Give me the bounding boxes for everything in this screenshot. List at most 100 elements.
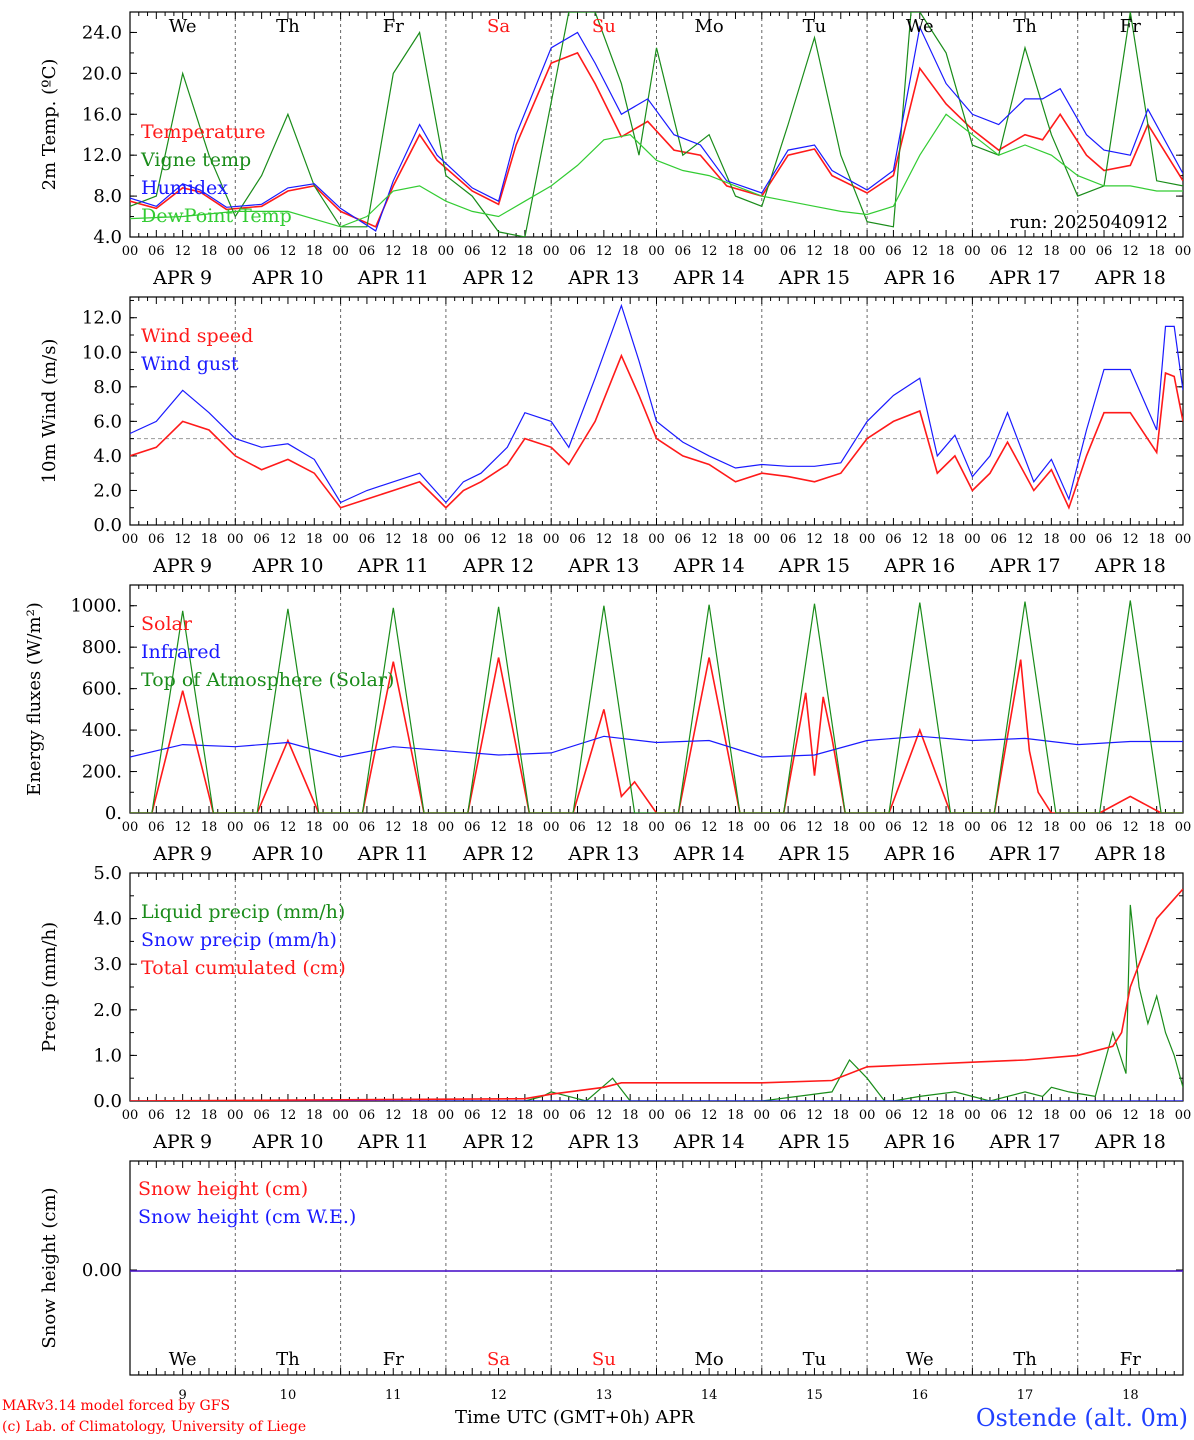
x-date-label: APR 12 <box>462 267 534 289</box>
x-hour-label: 00 <box>1175 820 1192 835</box>
y-axis-title: 2m Temp. (ºC) <box>39 59 60 191</box>
legend-entry: Snow height (cm W.E.) <box>138 1206 356 1228</box>
x-hour-label: 12 <box>490 532 507 547</box>
x-hour-label: 06 <box>253 820 270 835</box>
y-tick-label: 12.0 <box>82 308 122 329</box>
weekday-label: Th <box>276 1349 300 1370</box>
x-hour-label: 00 <box>964 244 981 259</box>
x-hour-label: 12 <box>280 532 297 547</box>
x-hour-label: 18 <box>411 244 428 259</box>
weekday-label: Fr <box>383 1349 404 1370</box>
day-number-label: 13 <box>596 1388 613 1403</box>
x-hour-label: 00 <box>754 1108 771 1123</box>
x-hour-label: 12 <box>1017 532 1034 547</box>
y-tick-label: 12.0 <box>82 145 122 166</box>
y-tick-label: 600. <box>82 679 122 700</box>
x-date-label: APR 12 <box>462 555 534 577</box>
weekday-label: We <box>906 16 934 37</box>
x-hour-label: 18 <box>1043 820 1060 835</box>
series-line <box>130 51 1183 228</box>
y-tick-label: 6.0 <box>93 411 122 432</box>
x-hour-label: 18 <box>727 244 744 259</box>
y-tick-label: 4.0 <box>93 446 122 467</box>
panel-1: 4.0 8.0 12.0 16.0 20.0 24.0 2m Temp. (ºC) Tempe… <box>39 11 1191 289</box>
x-hour-label: 18 <box>201 532 218 547</box>
x-hour-label: 12 <box>1017 1108 1034 1123</box>
x-hour-label: 06 <box>990 1108 1007 1123</box>
x-hour-label: 12 <box>280 244 297 259</box>
x-hour-label: 12 <box>1122 532 1139 547</box>
x-date-label: APR 10 <box>251 1131 323 1153</box>
weekday-label: Th <box>276 16 300 37</box>
x-hour-label: 06 <box>990 532 1007 547</box>
x-hour-label: 12 <box>911 244 928 259</box>
panel-3: 0. 200. 400. 600. 800. 1000. Energy fluxes (W/… <box>24 584 1192 865</box>
station-name: Ostende (alt. 0m) <box>975 1404 1188 1432</box>
x-date-label: APR 18 <box>1094 267 1166 289</box>
x-hour-label: 00 <box>754 244 771 259</box>
x-hour-label: 18 <box>306 820 323 835</box>
x-hour-label: 18 <box>1148 532 1165 547</box>
x-hour-label: 12 <box>806 820 823 835</box>
x-hour-label: 06 <box>1096 1108 1113 1123</box>
x-hour-label: 18 <box>622 1108 639 1123</box>
x-hour-label: 06 <box>569 1108 586 1123</box>
x-hour-label: 12 <box>1122 820 1139 835</box>
x-hour-label: 06 <box>359 244 376 259</box>
x-hour-label: 12 <box>701 532 718 547</box>
x-hour-label: 12 <box>490 820 507 835</box>
x-hour-label: 12 <box>174 244 191 259</box>
x-hour-label: 00 <box>438 532 455 547</box>
legend-entry: Vigne temp <box>140 149 251 171</box>
weekday-label: Sa <box>487 1349 510 1370</box>
x-hour-label: 18 <box>517 820 534 835</box>
x-date-label: APR 11 <box>357 267 429 289</box>
x-hour-label: 18 <box>411 532 428 547</box>
x-date-label: APR 13 <box>567 267 639 289</box>
x-hour-label: 06 <box>253 1108 270 1123</box>
x-hour-label: 18 <box>517 532 534 547</box>
x-hour-label: 00 <box>964 532 981 547</box>
x-date-label: APR 9 <box>152 843 212 865</box>
x-date-label: APR 9 <box>152 1131 212 1153</box>
x-hour-label: 00 <box>332 1108 349 1123</box>
panel-4: 0.0 1.0 2.0 3.0 4.0 5.0 Precip (mm/h) Liquid pr… <box>39 863 1191 1153</box>
y-axis-title: Snow height (cm) <box>39 1187 60 1348</box>
x-hour-label: 00 <box>648 244 665 259</box>
x-date-label: APR 10 <box>251 843 323 865</box>
x-hour-label: 00 <box>438 244 455 259</box>
x-hour-label: 18 <box>306 532 323 547</box>
x-hour-label: 18 <box>1148 1108 1165 1123</box>
weekday-label: Fr <box>1120 1349 1141 1370</box>
x-date-label: APR 16 <box>883 555 955 577</box>
x-hour-label: 00 <box>1069 1108 1086 1123</box>
legend-entry: Snow height (cm) <box>138 1178 308 1200</box>
y-tick-label: 2.0 <box>93 1000 122 1021</box>
x-hour-label: 12 <box>911 1108 928 1123</box>
x-hour-label: 12 <box>385 244 402 259</box>
weekday-label: Fr <box>1120 16 1141 37</box>
panel-2: 0.0 2.0 4.0 6.0 8.0 10.0 12.0 10m Wind (m/s) Win… <box>39 296 1191 577</box>
x-hour-label: 12 <box>174 532 191 547</box>
y-tick-label: 0.0 <box>93 515 122 536</box>
x-date-label: APR 16 <box>883 843 955 865</box>
x-hour-label: 12 <box>806 244 823 259</box>
x-date-label: APR 13 <box>567 555 639 577</box>
time-axis-title: Time UTC (GMT+0h) APR <box>455 1407 694 1428</box>
legend-entry: Total cumulated (cm) <box>141 957 346 979</box>
x-hour-label: 18 <box>411 1108 428 1123</box>
x-hour-label: 06 <box>569 244 586 259</box>
legend-entry: Infrared <box>141 641 221 663</box>
x-date-label: APR 11 <box>357 1131 429 1153</box>
legend-entry: Liquid precip (mm/h) <box>141 901 345 923</box>
x-hour-label: 00 <box>122 820 139 835</box>
x-hour-label: 00 <box>1069 532 1086 547</box>
x-hour-label: 06 <box>569 532 586 547</box>
legend-entry: Humidex <box>141 177 228 199</box>
series-line <box>130 600 1183 813</box>
x-hour-label: 06 <box>253 532 270 547</box>
x-date-label: APR 10 <box>251 267 323 289</box>
x-hour-label: 06 <box>359 820 376 835</box>
x-hour-label: 00 <box>332 244 349 259</box>
x-hour-label: 00 <box>227 1108 244 1123</box>
